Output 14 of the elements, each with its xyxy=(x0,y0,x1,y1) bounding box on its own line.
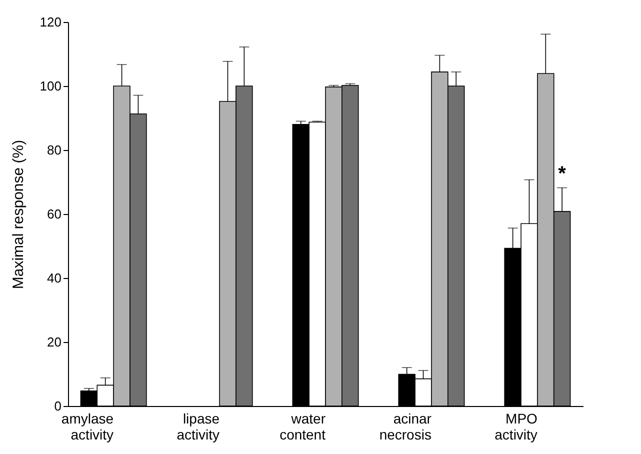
y-tick-label: 20 xyxy=(47,334,62,350)
x-tick-label: lipase activity xyxy=(176,410,220,442)
y-tick-label: 80 xyxy=(47,142,62,158)
y-axis-title: Maximal response (%) xyxy=(10,140,27,290)
y-tick-label: 60 xyxy=(47,206,62,222)
x-tick-label: MPO activity xyxy=(494,410,538,442)
y-tick-label: 100 xyxy=(40,78,62,94)
x-tick-label: water content xyxy=(280,410,326,442)
x-tick-label: acinar necrosis xyxy=(379,410,432,442)
annotation: * xyxy=(558,162,566,185)
y-tick-label: 40 xyxy=(47,270,62,286)
y-tick-label: 120 xyxy=(40,14,62,30)
x-tick-label: amylase activity xyxy=(61,410,114,442)
y-tick-label: 0 xyxy=(54,398,62,414)
